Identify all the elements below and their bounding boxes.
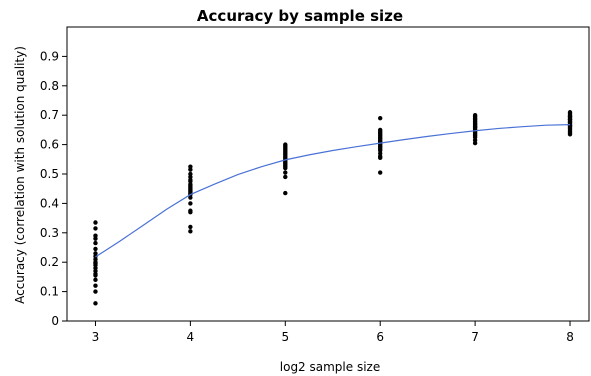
scatter-point (378, 155, 383, 161)
scatter-points (93, 110, 573, 306)
scatter-point (378, 132, 383, 137)
scatter-point (93, 283, 98, 288)
scatter-point (93, 261, 98, 266)
x-axis: 3 4 5 6 7 8 (92, 321, 574, 344)
y-tick-label: 0.8 (40, 79, 59, 93)
scatter-point (93, 246, 98, 252)
y-tick-label: 0.3 (40, 226, 59, 240)
scatter-point (378, 137, 383, 143)
scatter-point (188, 229, 193, 234)
x-tick-label: 6 (376, 330, 384, 344)
scatter-point (283, 164, 288, 169)
scatter-point (472, 140, 478, 146)
scatter-point (188, 167, 193, 172)
y-tick-label: 0.7 (40, 108, 59, 122)
y-axis: 0 0.1 0.2 0.3 0.4 0.5 0.6 0.7 0.8 0.9 (40, 49, 67, 328)
y-tick-label: 0.9 (40, 49, 59, 63)
plot-frame (66, 26, 590, 322)
y-tick-label: 0 (51, 314, 59, 328)
x-axis-label: log2 sample size (280, 360, 380, 374)
x-tick-label: 4 (187, 330, 195, 344)
scatter-point (378, 115, 383, 121)
fit-curve (95, 124, 571, 258)
y-tick-label: 0.5 (40, 167, 59, 181)
scatter-point (472, 121, 478, 127)
scatter-point (188, 174, 193, 180)
y-tick-label: 0.2 (40, 255, 59, 269)
scatter-point (93, 236, 98, 241)
scatter-point (93, 301, 98, 306)
scatter-point (283, 190, 288, 196)
y-tick-label: 0.6 (40, 138, 59, 152)
x-tick-label: 8 (566, 330, 574, 344)
x-tick-label: 5 (281, 330, 289, 344)
scatter-point (188, 224, 193, 230)
scatter-point (378, 146, 383, 152)
scatter-point (567, 132, 573, 137)
scatter-point (93, 226, 98, 231)
y-axis-label: Accuracy (correlation with solution qual… (13, 46, 27, 304)
scatter-point (188, 195, 193, 200)
scatter-point (93, 220, 98, 225)
x-tick-label: 7 (471, 330, 479, 344)
scatter-point (93, 289, 98, 294)
scatter-point (188, 201, 193, 206)
scatter-point (378, 170, 383, 175)
y-tick-label: 0.1 (40, 285, 59, 299)
x-tick-label: 3 (92, 330, 100, 344)
scatter-point (567, 123, 573, 128)
scatter-point (283, 174, 288, 180)
scatter-point (283, 143, 288, 149)
scatter-point (93, 271, 98, 277)
chart-title: Accuracy by sample size (197, 7, 403, 25)
scatter-point (378, 127, 383, 133)
scatter-point (188, 210, 193, 215)
scatter-point (188, 187, 193, 193)
scatter-point (93, 277, 98, 283)
scatter-point (283, 170, 288, 175)
y-tick-label: 0.4 (40, 196, 59, 210)
scatter-point (93, 240, 98, 246)
scatter-point (283, 149, 288, 155)
